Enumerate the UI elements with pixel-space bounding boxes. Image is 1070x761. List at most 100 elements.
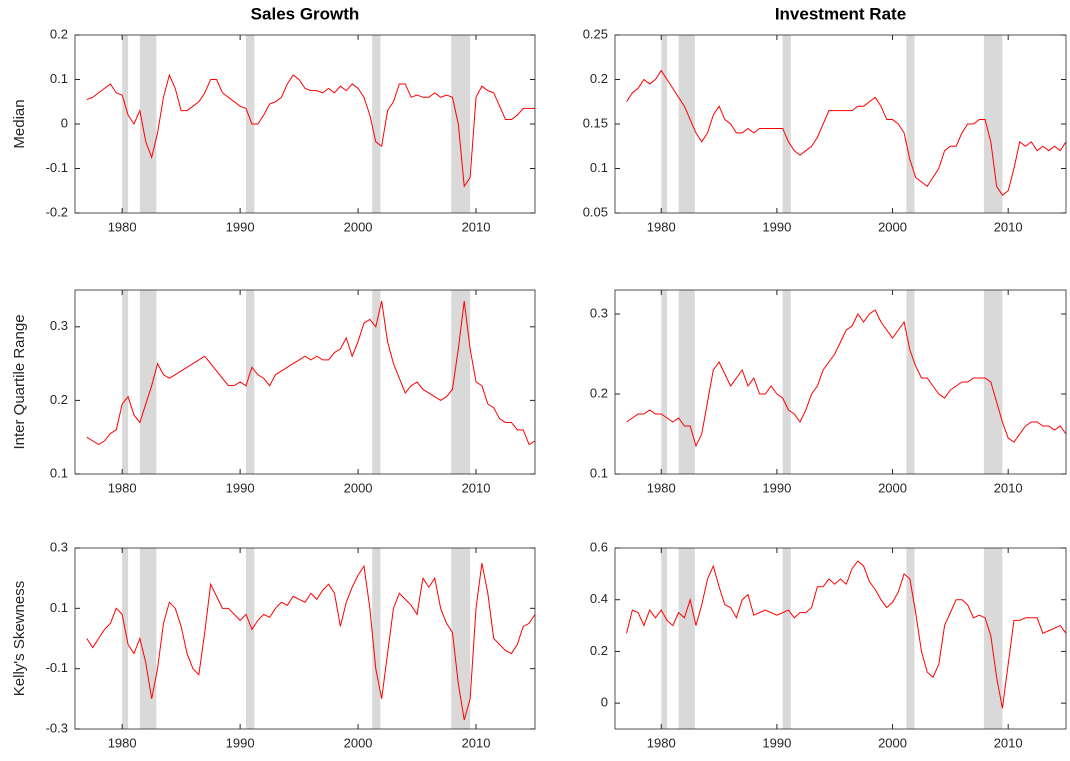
- panel: 0.1 0.2 0.3 1980 1990 2000 2010 Inter Quartile …: [11, 289, 536, 495]
- y-tick-label: -0.1: [46, 160, 68, 175]
- recession-band: [451, 35, 471, 213]
- x-tick-label: 2010: [994, 735, 1023, 750]
- panel: 0 0.2 0.4 0.6 1980 1990 2000 2010: [590, 539, 1067, 750]
- x-tick-label: 1980: [108, 480, 137, 495]
- y-tick-label: 0.1: [50, 71, 68, 86]
- recession-band: [372, 35, 381, 213]
- recession-band: [246, 548, 255, 729]
- recession-band: [122, 35, 129, 213]
- recession-band: [782, 548, 791, 729]
- panel: -0.2 -0.1 0 0.1 0.2 1980 1990 2000 2010 Sales Gro…: [11, 4, 536, 234]
- y-tick-label: 0.1: [50, 465, 68, 480]
- x-tick-label: 2010: [462, 735, 491, 750]
- x-tick-label: 2010: [994, 219, 1023, 234]
- chart-title: Sales Growth: [251, 4, 360, 23]
- recession-band: [906, 35, 915, 213]
- y-tick-label: -0.1: [46, 660, 68, 675]
- recession-band: [983, 35, 1003, 213]
- recession-band: [246, 290, 255, 474]
- recession-band: [372, 548, 381, 729]
- recession-band: [122, 290, 129, 474]
- recession-band: [983, 548, 1003, 729]
- data-line: [86, 562, 536, 721]
- data-line: [626, 309, 1067, 448]
- y-tick-label: 0.2: [590, 71, 608, 86]
- x-tick-label: 2010: [462, 480, 491, 495]
- y-axis-label: Inter Quartile Range: [11, 314, 28, 449]
- x-tick-label: 1990: [226, 735, 255, 750]
- recession-band: [983, 290, 1003, 474]
- data-line: [86, 300, 536, 446]
- y-tick-label: 0.3: [590, 305, 608, 320]
- x-tick-label: 1980: [108, 735, 137, 750]
- recession-band: [906, 548, 915, 729]
- chart-title: Investment Rate: [775, 4, 906, 23]
- y-tick-label: 0.2: [50, 26, 68, 41]
- y-tick-label: 0.25: [583, 26, 608, 41]
- recession-band: [139, 35, 157, 213]
- recession-band: [782, 35, 791, 213]
- x-tick-label: 2000: [878, 735, 907, 750]
- axes-box: [74, 289, 536, 475]
- y-tick-label: 0: [61, 115, 68, 130]
- y-tick-label: 0.1: [50, 600, 68, 615]
- x-tick-label: 1990: [762, 480, 791, 495]
- x-tick-label: 1990: [762, 735, 791, 750]
- axes-box: [614, 547, 1067, 730]
- recession-band: [782, 290, 791, 474]
- data-line: [626, 560, 1067, 709]
- recession-band: [661, 35, 668, 213]
- x-tick-label: 2000: [878, 219, 907, 234]
- y-tick-label: 0.05: [583, 204, 608, 219]
- axes-box: [74, 547, 536, 730]
- recession-band: [451, 548, 471, 729]
- data-line: [86, 73, 535, 188]
- panel: -0.3 -0.1 0.1 0.3 1980 1990 2000 2010 Kelly's Sk…: [11, 539, 536, 750]
- x-tick-label: 2010: [994, 480, 1023, 495]
- y-tick-label: 0.1: [590, 160, 608, 175]
- recession-band: [661, 548, 668, 729]
- y-tick-label: 0: [601, 695, 608, 710]
- recession-band: [372, 290, 381, 474]
- y-tick-label: 0.2: [50, 392, 68, 407]
- x-tick-label: 2000: [344, 219, 373, 234]
- y-tick-label: 0.1: [590, 465, 608, 480]
- recession-band: [678, 548, 695, 729]
- y-tick-label: 0.4: [590, 591, 608, 606]
- y-tick-label: 0.6: [590, 539, 608, 554]
- x-tick-label: 1990: [226, 219, 255, 234]
- x-tick-label: 1980: [647, 735, 676, 750]
- data-line: [626, 69, 1067, 196]
- axes-box: [614, 289, 1067, 475]
- x-tick-label: 1980: [647, 480, 676, 495]
- recession-band: [661, 290, 668, 474]
- recession-band: [906, 290, 915, 474]
- recession-band: [246, 35, 255, 213]
- recession-band: [451, 290, 471, 474]
- recession-band: [122, 548, 129, 729]
- recession-band: [678, 290, 695, 474]
- recession-band: [139, 548, 157, 729]
- panel: 0.1 0.2 0.3 1980 1990 2000 2010: [590, 289, 1067, 495]
- x-tick-label: 1980: [108, 219, 137, 234]
- x-tick-label: 2000: [878, 480, 907, 495]
- x-tick-label: 1980: [647, 219, 676, 234]
- y-tick-label: 0.15: [583, 115, 608, 130]
- panel: 0.05 0.1 0.15 0.2 0.25 1980 1990 2000 2010 Invest…: [583, 4, 1067, 234]
- x-tick-label: 2010: [462, 219, 491, 234]
- recession-band: [139, 290, 157, 474]
- y-tick-label: 0.2: [590, 385, 608, 400]
- y-tick-label: 0.2: [590, 643, 608, 658]
- y-tick-label: 0.3: [50, 318, 68, 333]
- y-tick-label: -0.2: [46, 204, 68, 219]
- x-tick-label: 1990: [226, 480, 255, 495]
- x-tick-label: 1990: [762, 219, 791, 234]
- y-axis-label: Kelly's Skewness: [11, 581, 28, 696]
- y-axis-label: Median: [11, 99, 28, 148]
- x-tick-label: 2000: [344, 735, 373, 750]
- y-tick-label: 0.3: [50, 539, 68, 554]
- y-tick-label: -0.3: [46, 720, 68, 735]
- recession-band: [678, 35, 695, 213]
- x-tick-label: 2000: [344, 480, 373, 495]
